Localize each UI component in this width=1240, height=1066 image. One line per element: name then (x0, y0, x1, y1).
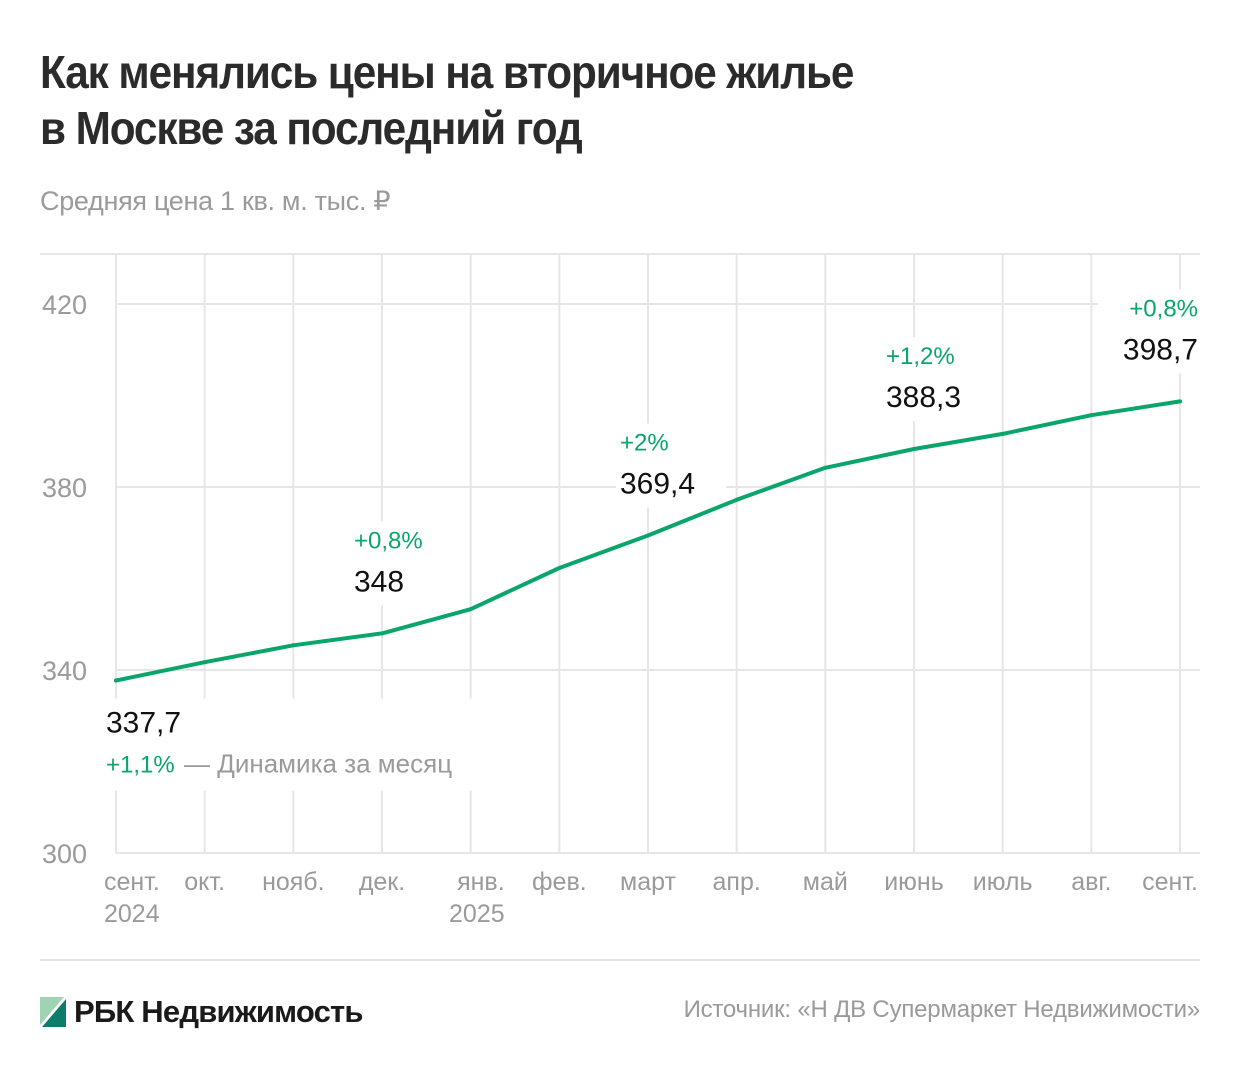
data-point (468, 607, 473, 612)
x-tick-year-label: 2025 (449, 900, 505, 928)
x-tick-label: фев. (532, 868, 587, 896)
data-point (114, 678, 118, 683)
annotation-background (1098, 289, 1208, 374)
source-note: Источник: «Н ДВ Супермаркет Недвижимости… (683, 996, 1201, 1023)
x-tick-label: апр. (713, 868, 761, 896)
annotation-background (102, 698, 482, 791)
annotation-background (882, 337, 992, 422)
chart-subtitle: Средняя цена 1 кв. м. тыс. ₽ (40, 186, 391, 216)
monthly-change-label: +1,1% (106, 752, 175, 779)
data-point (1089, 413, 1094, 418)
x-tick-label: июль (973, 868, 1033, 896)
data-point (912, 447, 916, 452)
x-tick-label: окт. (184, 868, 225, 896)
x-tick-label: сент. (1142, 868, 1198, 896)
footer-divider (40, 959, 1200, 961)
chart-title-line-2: в Москве за последний год (40, 102, 583, 154)
annotation-background (350, 521, 460, 606)
data-point (1000, 431, 1005, 436)
data-point (380, 631, 384, 636)
data-value-label: 348 (354, 565, 404, 598)
x-tick-label: янв. (457, 868, 505, 896)
data-point (202, 660, 207, 665)
x-tick-year-label: 2024 (104, 900, 160, 928)
monthly-change-label: +0,8% (1129, 295, 1198, 322)
data-point (823, 465, 828, 470)
rbc-logo: РБК Недвижимость (40, 994, 363, 1030)
x-tick-label: авг. (1071, 868, 1111, 896)
data-point (1178, 399, 1182, 404)
y-tick-label: 340 (42, 656, 87, 686)
rbc-logo-mark-icon (40, 997, 66, 1027)
annotation-background (616, 423, 726, 508)
logo-text: РБК Недвижимость (74, 994, 363, 1029)
x-tick-label: март (620, 868, 676, 896)
data-point (646, 533, 650, 538)
x-tick-label: дек. (359, 868, 405, 896)
monthly-change-label: +1,2% (886, 343, 955, 370)
data-value-label: 388,3 (886, 381, 961, 414)
x-tick-label: июнь (884, 868, 944, 896)
chart-title-line-1: Как менялись цены на вторичное жилье (40, 46, 854, 98)
data-point (557, 565, 562, 570)
chart-title: Как менялись цены на вторичное жилье в М… (40, 44, 1052, 156)
y-tick-label: 420 (42, 290, 87, 320)
monthly-change-label: +0,8% (354, 527, 423, 554)
monthly-change-label: +2% (620, 429, 669, 456)
data-point (291, 643, 296, 648)
data-point (734, 497, 739, 502)
y-tick-label: 300 (42, 839, 87, 869)
data-value-label: 369,4 (620, 467, 695, 500)
data-value-label: 337,7 (106, 707, 181, 740)
y-tick-label: 380 (42, 473, 87, 503)
legend-note: — Динамика за месяц (184, 749, 452, 779)
x-tick-label: нояб. (262, 868, 325, 896)
x-tick-label: май (803, 868, 848, 896)
x-tick-label: сент. (104, 868, 160, 896)
line-chart: 300 340 380 420 сент. 2024 окт. нояб. дек. янв. 20… (40, 253, 1208, 928)
data-value-label: 398,7 (1123, 333, 1198, 366)
